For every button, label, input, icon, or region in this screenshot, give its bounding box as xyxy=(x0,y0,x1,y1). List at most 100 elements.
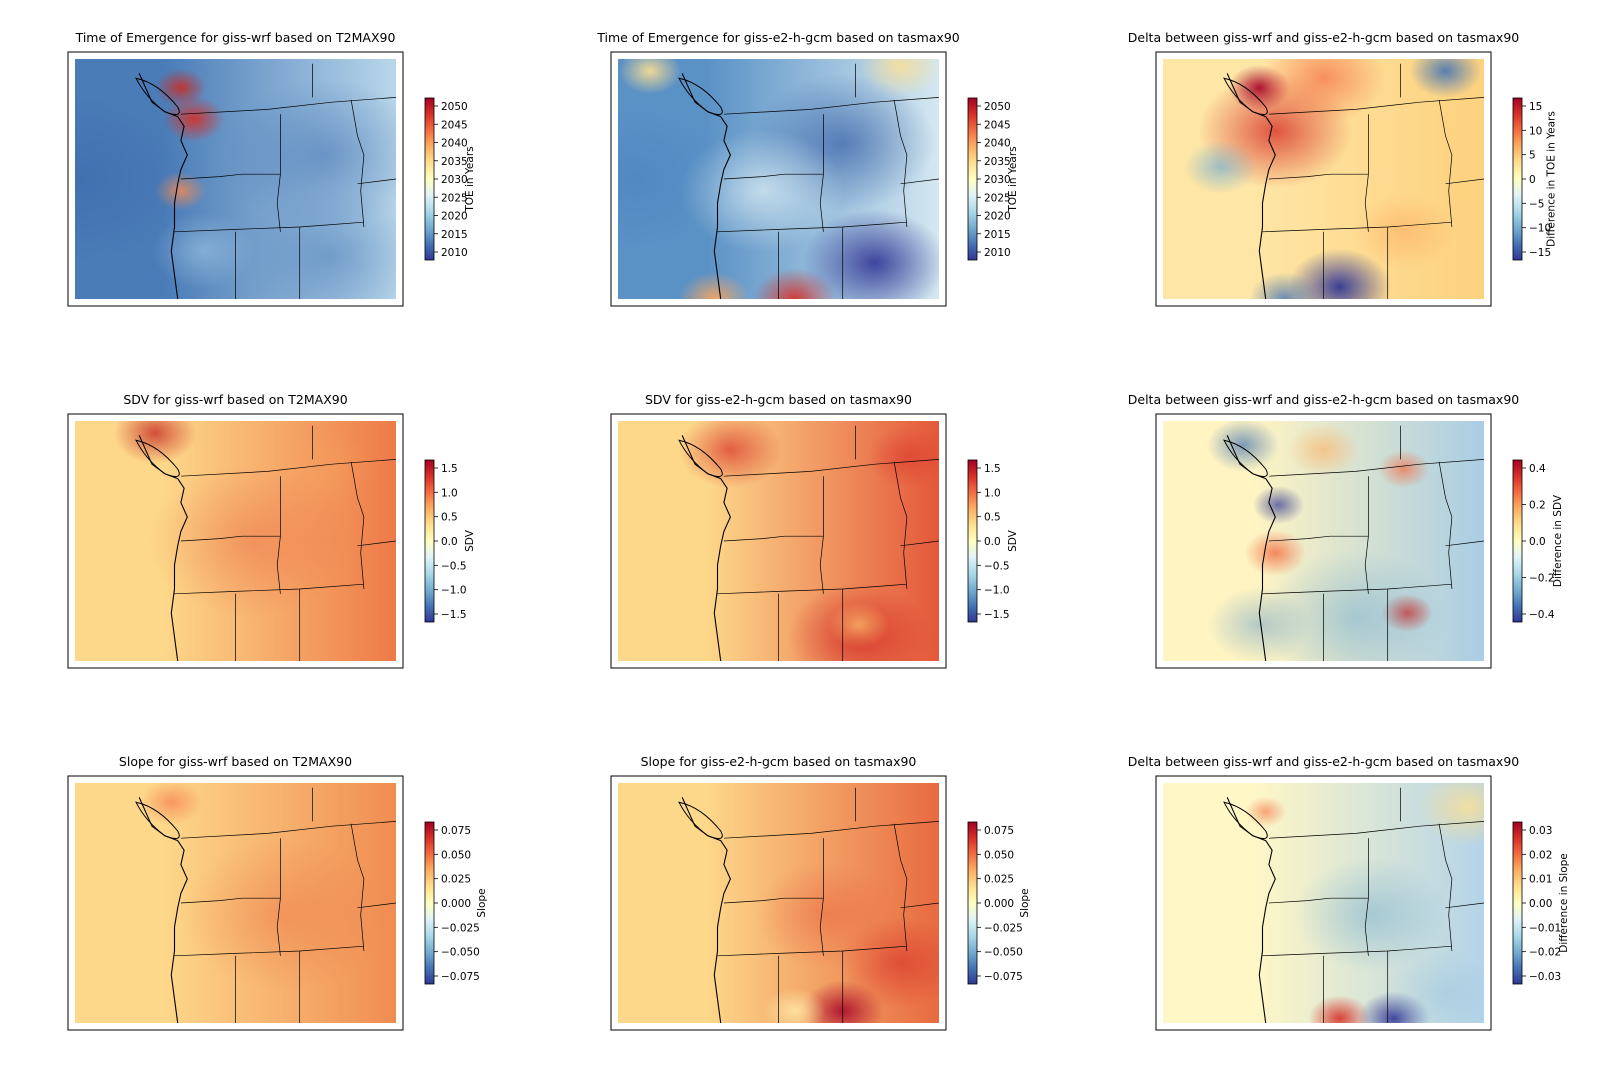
panel-title: Slope for giss-e2-h-gcm based on tasmax9… xyxy=(641,754,917,769)
state-border xyxy=(350,461,365,590)
state-border xyxy=(1268,97,1484,115)
panel-slope-delta: Delta between giss-wrf and giss-e2-h-gcm… xyxy=(1128,754,1570,1031)
state-border xyxy=(717,221,907,233)
colorbar-tick-label: 5 xyxy=(1529,150,1536,162)
colorbar-tick-label: −0.075 xyxy=(984,971,1023,983)
panel-toe-delta: Delta between giss-wrf and giss-e2-h-gcm… xyxy=(1128,30,1558,307)
colorbar-tick-label: 0.02 xyxy=(1529,849,1552,861)
colorbar: 0.4 0.2 0.0 −0.2 −0.4 Difference in SDV xyxy=(1512,459,1564,623)
island-outline xyxy=(678,77,723,115)
state-border xyxy=(1438,99,1453,228)
island-outline xyxy=(1223,439,1268,477)
panel-toe-gcm: Time of Emergence for giss-e2-h-gcm base… xyxy=(596,30,1019,307)
state-border xyxy=(180,897,281,904)
coastline xyxy=(681,73,732,299)
island-outline xyxy=(678,439,723,477)
state-border xyxy=(1268,459,1484,477)
state-border xyxy=(723,821,939,839)
colorbar: 0.075 0.050 0.025 0.000 −0.025 −0.050 −0.075 Sl… xyxy=(967,821,1031,985)
colorbar-tick-label: −0.01 xyxy=(1529,922,1561,934)
map-borders xyxy=(1223,425,1484,661)
heatmap-field xyxy=(75,421,396,661)
state-border xyxy=(900,540,939,547)
colorbar-tick-label: −0.025 xyxy=(984,922,1023,934)
colorbar-gradient xyxy=(967,97,978,261)
colorbar-gradient xyxy=(967,459,978,623)
colorbar-tick-label: 2040 xyxy=(984,138,1011,150)
colorbar-tick-label: 1.5 xyxy=(441,463,458,475)
colorbar-gradient xyxy=(424,459,435,623)
state-border xyxy=(717,945,907,957)
colorbar: 0.03 0.02 0.01 0.00 −0.01 −0.02 −0.03 Differenc… xyxy=(1512,821,1570,985)
coastline xyxy=(681,797,732,1023)
colorbar-tick-label: 2035 xyxy=(441,156,468,168)
state-border xyxy=(723,535,824,542)
colorbar-tick-label: −0.075 xyxy=(441,971,480,983)
colorbar: 2050 2045 2040 2035 2030 2025 2020 2015 2010 TOE … xyxy=(967,97,1019,261)
coastline xyxy=(681,435,732,661)
state-border xyxy=(1268,173,1369,180)
state-border xyxy=(1364,114,1369,232)
colorbar-tick-label: 0.0 xyxy=(441,536,458,548)
island-outline xyxy=(135,439,180,477)
state-border xyxy=(819,114,824,232)
colorbar-tick-label: 0.0 xyxy=(1529,536,1546,548)
state-border xyxy=(723,459,939,477)
panel-toe-wrf: Time of Emergence for giss-wrf based on … xyxy=(67,30,476,307)
colorbar-tick-label: 2030 xyxy=(984,174,1011,186)
colorbar-gradient xyxy=(1512,821,1523,985)
island-outline xyxy=(1223,801,1268,839)
state-border xyxy=(276,476,281,594)
island-outline xyxy=(678,801,723,839)
colorbar-tick-label: −0.5 xyxy=(984,560,1010,572)
coastline xyxy=(1226,73,1276,299)
state-border xyxy=(1268,821,1484,839)
state-border xyxy=(350,823,365,952)
state-border xyxy=(276,838,281,956)
colorbar-tick-label: 2045 xyxy=(984,119,1011,131)
colorbar-tick-label: 2010 xyxy=(984,247,1011,259)
state-border xyxy=(723,897,824,904)
state-border xyxy=(1438,461,1453,590)
colorbar-tick-label: −1.5 xyxy=(441,609,467,621)
colorbar-tick-label: 0.5 xyxy=(441,512,458,524)
coastline xyxy=(138,73,188,299)
colorbar-tick-label: 0.000 xyxy=(984,898,1014,910)
state-border xyxy=(1262,221,1452,233)
colorbar-label: TOE in Years xyxy=(1007,146,1019,212)
state-border xyxy=(357,540,396,547)
colorbar-label: Slope xyxy=(476,888,488,917)
colorbar-tick-label: 0.00 xyxy=(1529,898,1552,910)
colorbar-tick-label: 0.01 xyxy=(1529,874,1552,886)
colorbar-tick-label: −0.4 xyxy=(1529,609,1555,621)
state-border xyxy=(893,823,908,952)
state-border xyxy=(1268,535,1369,542)
state-border xyxy=(1445,902,1484,909)
colorbar-tick-label: −10 xyxy=(1529,223,1551,235)
colorbar-tick-label: 10 xyxy=(1529,125,1542,137)
coastline xyxy=(1226,797,1276,1023)
colorbar-tick-label: 2030 xyxy=(441,174,468,186)
state-border xyxy=(1262,945,1452,957)
colorbar-tick-label: −0.050 xyxy=(441,947,480,959)
colorbar-tick-label: 2025 xyxy=(441,192,468,204)
panel-title: SDV for giss-wrf based on T2MAX90 xyxy=(123,392,347,407)
map-borders xyxy=(135,425,396,661)
colorbar-tick-label: −1.0 xyxy=(441,585,467,597)
colorbar-tick-label: 1.0 xyxy=(984,487,1001,499)
colorbar-tick-label: 2050 xyxy=(984,101,1011,113)
colorbar-tick-label: 0.000 xyxy=(441,898,471,910)
island-outline xyxy=(1223,77,1268,115)
panel-sdv-wrf: SDV for giss-wrf based on T2MAX90 1.5 1.0 0… xyxy=(67,392,476,669)
colorbar-tick-label: 1.0 xyxy=(441,487,458,499)
colorbar-tick-label: 0.0 xyxy=(984,536,1001,548)
colorbar-tick-label: 1.5 xyxy=(984,463,1001,475)
state-border xyxy=(180,821,396,839)
colorbar-label: Difference in TOE in Years xyxy=(1546,111,1558,247)
panel-title: Delta between giss-wrf and giss-e2-h-gcm… xyxy=(1128,30,1520,45)
heatmap-field xyxy=(1163,421,1484,661)
map-borders xyxy=(135,787,396,1023)
colorbar-label: Difference in SDV xyxy=(1552,494,1564,587)
heatmap-field xyxy=(75,59,396,299)
state-border xyxy=(717,583,907,595)
